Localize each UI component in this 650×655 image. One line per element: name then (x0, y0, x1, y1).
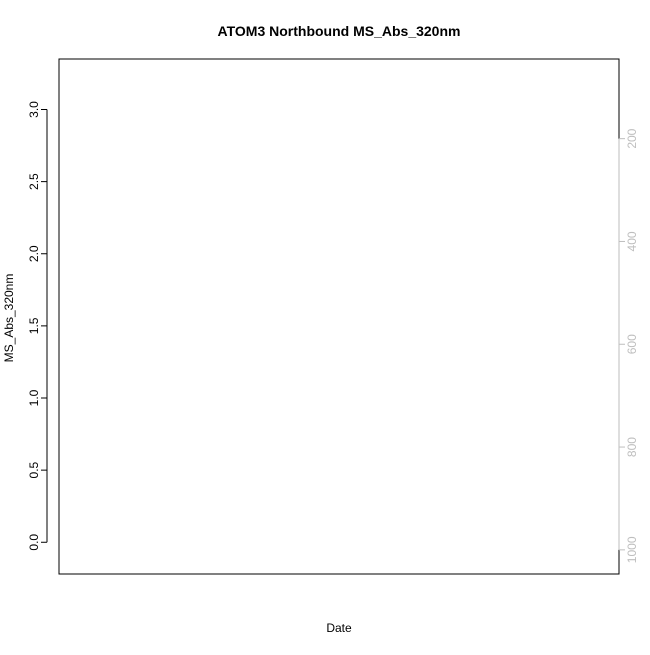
plot-frame (58, 58, 620, 575)
secondary-tick-label: 400 (625, 231, 639, 251)
secondary-tick-label: 200 (625, 128, 639, 148)
axes-layer: 0.00.51.01.52.02.53.0Oct 15Oct 17Oct 19O… (27, 101, 639, 563)
chart-title: ATOM3 Northbound MS_Abs_320nm (218, 23, 461, 39)
y-tick-label: 3.0 (27, 101, 41, 118)
y-axis-label: MS_Abs_320nm (2, 274, 16, 363)
secondary-tick-label: 800 (625, 437, 639, 457)
y-tick-label: 1.5 (27, 317, 41, 334)
y-tick-label: 2.0 (27, 245, 41, 262)
x-axis-label: Date (326, 621, 352, 635)
y-tick-label: 0.5 (27, 461, 41, 478)
y-tick-label: 0.0 (27, 534, 41, 551)
secondary-tick-label: 1000 (625, 536, 639, 563)
y-tick-label: 1.0 (27, 389, 41, 406)
y-tick-label: 2.5 (27, 173, 41, 190)
secondary-tick-label: 600 (625, 334, 639, 354)
